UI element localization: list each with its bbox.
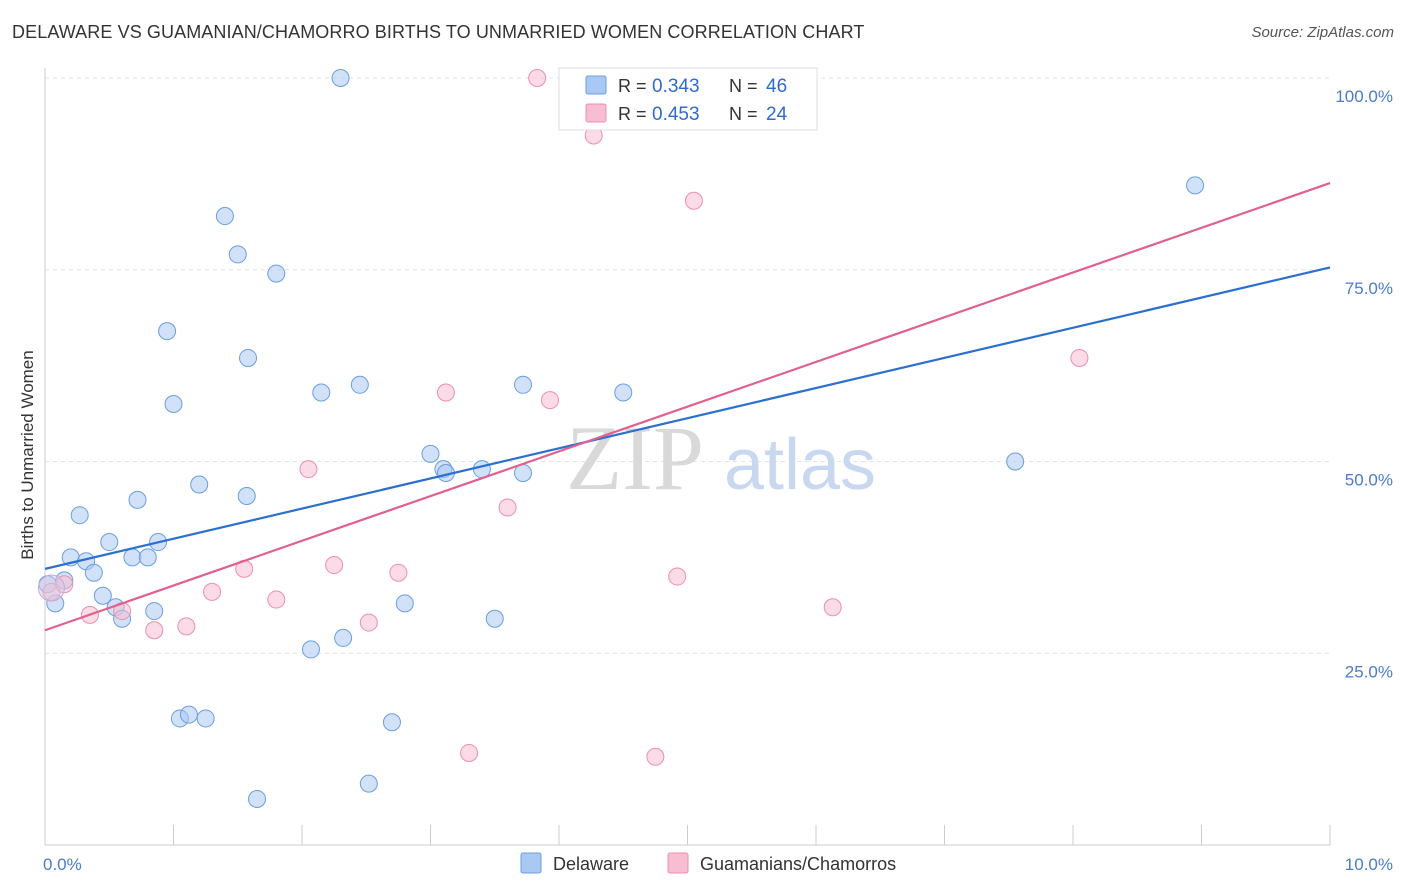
guamanian-point (460, 743, 479, 762)
guamanian-point (203, 582, 222, 601)
delaware-point (70, 506, 89, 525)
delaware-point (93, 586, 112, 605)
guamanian-point (145, 621, 164, 640)
bottom-legend-swatch-delaware (520, 852, 542, 874)
delaware-point (179, 705, 198, 724)
bottom-legend-guamanian: Guamanians/Chamorros (700, 854, 896, 874)
x-tick-label: 0.0% (43, 855, 82, 874)
delaware-point (334, 628, 353, 647)
delaware-point (145, 602, 164, 621)
delaware-point (248, 789, 267, 808)
guamanian-point (389, 563, 408, 582)
watermark-atlas: atlas (724, 425, 876, 505)
legend-n-value-1: 46 (766, 76, 787, 97)
delaware-point (1186, 176, 1205, 195)
delaware-points (38, 69, 1205, 808)
legend-r-value-2: 0.453 (652, 104, 700, 125)
source-label: Source: ZipAtlas.com (1251, 24, 1394, 41)
guamanian-point (436, 383, 455, 402)
watermark-zip: ZIP (566, 407, 704, 509)
correlation-legend: R = 0.343 N = 46 R = 0.453 N = 24 (558, 67, 818, 131)
guamanian-point (528, 69, 547, 87)
y-tick-label: 25.0% (1345, 662, 1393, 681)
guamanian-point (541, 391, 560, 410)
delaware-point (138, 548, 157, 567)
guamanian-point (646, 747, 665, 766)
delaware-point (350, 375, 369, 394)
guamanian-point (684, 191, 703, 210)
delaware-trend-line (44, 266, 1331, 570)
delaware-point (331, 69, 350, 87)
guamanian-point (177, 617, 196, 636)
delaware-point (228, 245, 247, 264)
legend-swatch-guamanian (585, 103, 607, 123)
delaware-point (359, 774, 378, 793)
legend-n-label-2: N = (729, 104, 758, 124)
delaware-point (158, 322, 177, 341)
guamanian-point (668, 567, 687, 586)
delaware-point (514, 375, 533, 394)
watermark: ZIP atlas (566, 407, 876, 509)
y-axis-label: Births to Unmarried Women (18, 350, 37, 559)
trend-lines (44, 182, 1331, 632)
bottom-legend-delaware: Delaware (553, 854, 629, 874)
delaware-point (312, 383, 331, 402)
delaware-point (382, 713, 401, 732)
bottom-legend-swatch-guamanian (667, 852, 689, 874)
y-tick-label: 100.0% (1335, 87, 1393, 106)
delaware-point (84, 563, 103, 582)
delaware-point (395, 594, 414, 613)
x-tick-labels: 0.0% 10.0% (43, 855, 1393, 874)
legend-n-value-2: 24 (766, 104, 788, 125)
guamanian-trend-line (44, 182, 1331, 632)
delaware-point (196, 709, 215, 728)
legend-r-label-1: R = (618, 76, 647, 96)
x-tick-label: 10.0% (1345, 855, 1393, 874)
guamanian-point (498, 498, 517, 517)
guamanian-point (1070, 348, 1089, 367)
delaware-point (123, 548, 142, 567)
guamanian-points (37, 69, 1089, 766)
delaware-point (100, 533, 119, 552)
delaware-point (421, 444, 440, 463)
chart-title: DELAWARE VS GUAMANIAN/CHAMORRO BIRTHS TO… (12, 22, 865, 42)
guamanian-point (359, 613, 378, 632)
delaware-point (164, 394, 183, 413)
series-legend: Delaware Guamanians/Chamorros (520, 852, 896, 874)
axes (44, 68, 1331, 846)
delaware-point (190, 475, 209, 494)
guamanian-point (299, 460, 318, 479)
delaware-point (301, 640, 320, 659)
delaware-point (614, 383, 633, 402)
legend-n-label-1: N = (729, 76, 758, 96)
delaware-point (239, 348, 258, 367)
guamanian-point (823, 598, 842, 617)
overlap-point (37, 574, 65, 602)
y-tick-label: 75.0% (1345, 279, 1393, 298)
guamanian-point (325, 556, 344, 575)
y-tick-label: 50.0% (1345, 471, 1393, 490)
y-tick-labels: 25.0% 50.0% 75.0% 100.0% (1335, 87, 1393, 681)
delaware-point (267, 264, 286, 283)
delaware-point (215, 207, 234, 226)
delaware-point (128, 490, 147, 509)
delaware-point (485, 609, 504, 628)
guamanian-point (267, 590, 286, 609)
legend-swatch-delaware (585, 75, 607, 95)
delaware-point (1006, 452, 1025, 471)
legend-r-label-2: R = (618, 104, 647, 124)
delaware-point (237, 487, 256, 506)
legend-r-value-1: 0.343 (652, 76, 700, 97)
